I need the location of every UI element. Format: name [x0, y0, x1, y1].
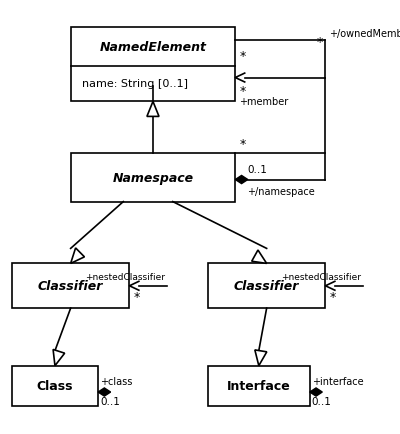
Text: +member: +member	[239, 97, 288, 107]
Text: Class: Class	[37, 380, 73, 392]
Polygon shape	[53, 350, 65, 366]
FancyBboxPatch shape	[208, 366, 310, 406]
Text: *: *	[329, 290, 336, 303]
Polygon shape	[147, 102, 159, 117]
FancyBboxPatch shape	[12, 264, 130, 309]
Text: +nestedClassifier: +nestedClassifier	[85, 272, 165, 281]
Text: +class: +class	[100, 377, 132, 387]
Text: 0..1: 0..1	[247, 165, 267, 175]
Text: 0..1: 0..1	[312, 397, 332, 407]
Polygon shape	[71, 248, 84, 264]
Text: Namespace: Namespace	[112, 171, 194, 184]
Text: Classifier: Classifier	[234, 279, 299, 293]
Text: +nestedClassifier: +nestedClassifier	[281, 272, 361, 281]
Polygon shape	[235, 176, 248, 184]
Text: name: String [0..1]: name: String [0..1]	[82, 79, 188, 89]
FancyBboxPatch shape	[71, 153, 235, 202]
FancyBboxPatch shape	[12, 366, 98, 406]
FancyBboxPatch shape	[71, 28, 235, 102]
Polygon shape	[255, 350, 267, 366]
FancyBboxPatch shape	[208, 264, 326, 309]
Text: Classifier: Classifier	[38, 279, 103, 293]
Text: *: *	[239, 138, 246, 151]
Text: *: *	[239, 85, 246, 98]
Text: *: *	[316, 36, 323, 49]
Text: *: *	[133, 290, 140, 303]
Polygon shape	[310, 388, 322, 396]
Text: Interface: Interface	[227, 380, 291, 392]
Text: +interface: +interface	[312, 377, 363, 387]
Polygon shape	[98, 388, 111, 396]
Polygon shape	[252, 250, 267, 264]
Text: NamedElement: NamedElement	[100, 41, 206, 53]
Text: 0..1: 0..1	[100, 397, 120, 407]
Text: +/ownedMember: +/ownedMember	[329, 29, 400, 39]
Text: +/namespace: +/namespace	[247, 187, 315, 197]
Text: *: *	[239, 49, 246, 62]
